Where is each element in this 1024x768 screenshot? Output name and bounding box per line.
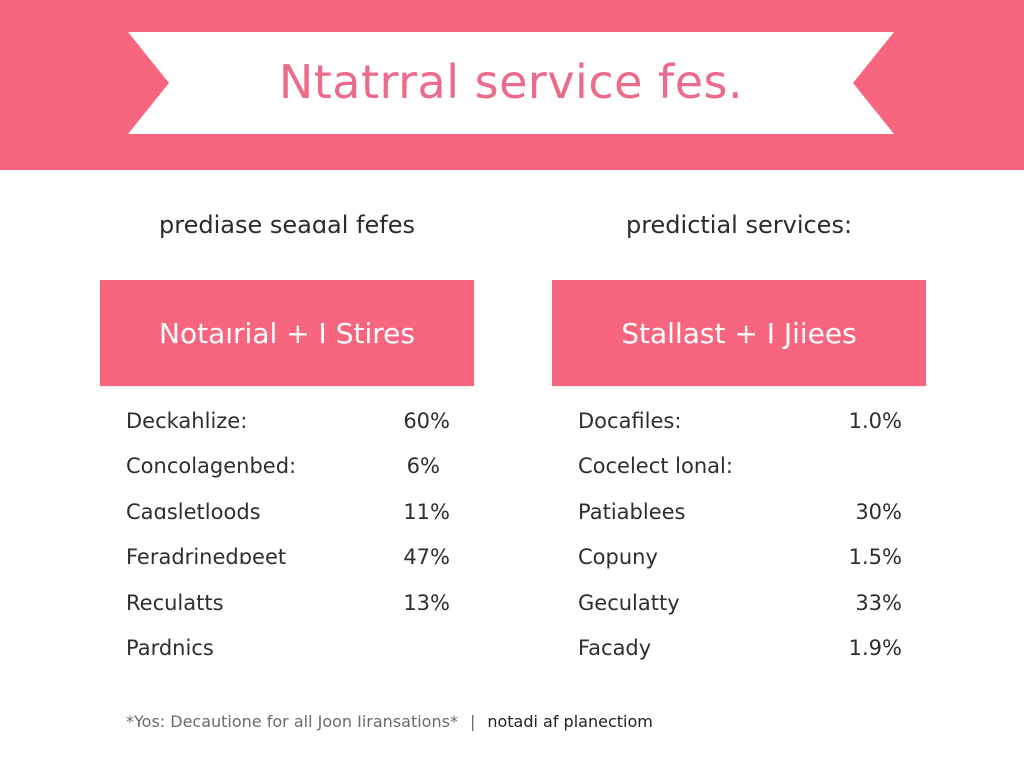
left-fee-column: prediase seaɑal fefes Notaırial + I Stir… xyxy=(100,200,474,671)
fee-value: 60% xyxy=(403,408,450,433)
right-column-banner: Stallast + I Jiiees xyxy=(552,280,926,386)
fee-label: Copuny xyxy=(578,545,658,570)
fee-row: Deckahlize: 60% xyxy=(126,398,450,444)
fee-row: Concolagenbed: 6% xyxy=(126,444,450,490)
fee-value: 47% xyxy=(403,545,450,570)
fee-label: Docafiles: xyxy=(578,408,682,433)
fee-label: Caɑsletloods xyxy=(126,499,261,524)
fee-label: Pardnics xyxy=(126,636,214,661)
footer-link[interactable]: notadi af planectiom xyxy=(487,711,653,731)
fee-label: Reculatts xyxy=(126,590,224,615)
fee-row: Patiablees 30% xyxy=(578,489,902,535)
fee-row: Facady 1.9% xyxy=(578,626,902,672)
header-band: Ntatrral service fes. xyxy=(0,0,1024,170)
fee-label: Cocelect lonal: xyxy=(578,454,733,479)
fee-label: Feradrinedɒeet xyxy=(126,545,287,570)
fee-value: 30% xyxy=(855,499,902,524)
fee-label: Facady xyxy=(578,636,652,661)
fee-label: Patiablees xyxy=(578,499,686,524)
fee-row: Reculatts 13% xyxy=(126,580,450,626)
ribbon-shape-icon xyxy=(128,32,894,134)
fee-row: Feradrinedɒeet 47% xyxy=(126,535,450,581)
fee-row: Cocelect lonal: xyxy=(578,444,902,490)
fee-value: 1.5% xyxy=(848,545,902,570)
fee-value: 33% xyxy=(855,590,902,615)
fee-label: Geculatty xyxy=(578,590,680,615)
right-fee-list: Docafiles: 1.0% Cocelect lonal: Patiable… xyxy=(552,398,926,671)
left-column-banner: Notaırial + I Stires xyxy=(100,280,474,386)
footer-note: *Yos: Decautione for all Joon Iiransatio… xyxy=(126,711,458,731)
fee-value: 11% xyxy=(403,499,450,524)
footer-separator: | xyxy=(469,711,476,731)
fee-row: Caɑsletloods 11% xyxy=(126,489,450,535)
fee-label: Deckahlize: xyxy=(126,408,248,433)
fee-label: Concolagenbed: xyxy=(126,454,297,479)
left-fee-list: Deckahlize: 60% Concolagenbed: 6% Caɑsle… xyxy=(100,398,474,671)
fee-row: Geculatty 33% xyxy=(578,580,902,626)
left-column-subtitle: prediase seaɑal fefes xyxy=(159,211,415,239)
right-column-subtitle: predictial services: xyxy=(625,211,853,239)
fee-value: 1.9% xyxy=(848,636,902,661)
title-ribbon: Ntatrral service fes. xyxy=(128,32,894,134)
page-title: Ntatrral service fes. xyxy=(278,55,744,109)
fee-row: Copuny 1.5% xyxy=(578,535,902,581)
right-fee-column: predictial services: Stallast + I Jiiees… xyxy=(552,200,926,671)
fee-row: Pardnics xyxy=(126,626,450,672)
footer: *Yos: Decautione for all Joon Iiransatio… xyxy=(126,708,653,734)
fee-value: 13% xyxy=(403,590,450,615)
fee-value: 1.0% xyxy=(848,408,902,433)
fee-row: Docafiles: 1.0% xyxy=(578,398,902,444)
fee-value: 6% xyxy=(406,454,440,479)
